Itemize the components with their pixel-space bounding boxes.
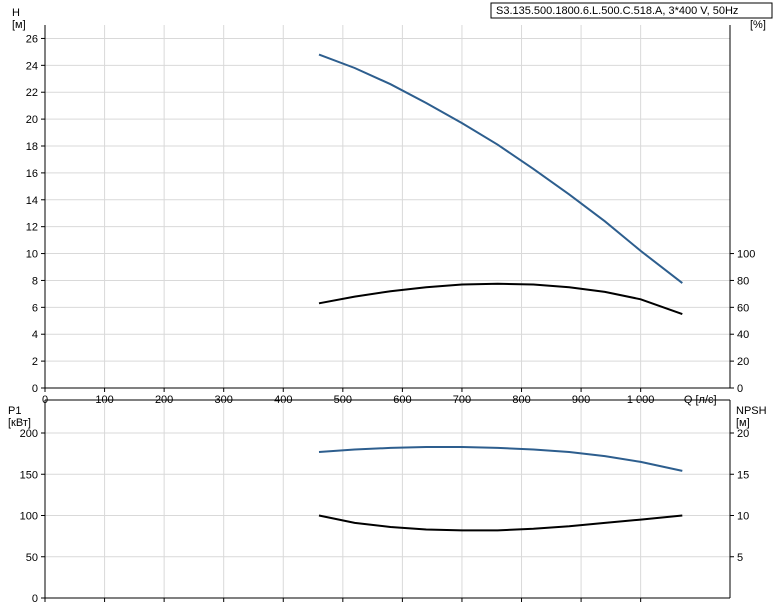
p1-tick: 50 [26, 552, 38, 564]
h-tick: 8 [32, 275, 38, 287]
eta-tick: 20 [737, 356, 749, 368]
eta-tick: 100 [737, 249, 755, 261]
p1-tick: 150 [20, 469, 38, 481]
npsh-axis-label: NPSH [736, 405, 767, 417]
eta-tick: 80 [737, 275, 749, 287]
pump-curve-chart: 0246810121416182022242602040608010001002… [0, 0, 774, 611]
h-tick: 2 [32, 356, 38, 368]
h-tick: 22 [26, 87, 38, 99]
eta-tick: 40 [737, 329, 749, 341]
p1-tick: 200 [20, 428, 38, 440]
eta-axis-label: [%] [750, 19, 766, 31]
h-tick: 10 [26, 249, 38, 261]
npsh-curve [319, 516, 682, 531]
npsh-tick: 20 [737, 428, 749, 440]
h-tick: 6 [32, 302, 38, 314]
npsh-tick: 10 [737, 511, 749, 523]
h-tick: 14 [26, 195, 38, 207]
h-tick: 24 [26, 60, 38, 72]
h-tick: 4 [32, 329, 38, 341]
p1-axis-label: P1 [8, 405, 21, 417]
h-tick: 16 [26, 168, 38, 180]
npsh-axis-label: [м] [736, 417, 750, 429]
p1-tick: 100 [20, 511, 38, 523]
h-tick: 20 [26, 114, 38, 126]
p1-curve [319, 447, 682, 471]
head-curve [319, 55, 682, 284]
h-tick: 26 [26, 33, 38, 45]
p1-tick: 0 [32, 593, 38, 605]
npsh-tick: 15 [737, 469, 749, 481]
h-tick: 18 [26, 141, 38, 153]
h-axis-label: H [12, 7, 20, 19]
eta-tick: 60 [737, 302, 749, 314]
npsh-tick: 5 [737, 552, 743, 564]
chart-svg: 0246810121416182022242602040608010001002… [0, 0, 774, 611]
h-axis-label: [м] [12, 19, 26, 31]
chart-title: S3.135.500.1800.6.L.500.C.518.A, 3*400 V… [496, 5, 738, 17]
h-tick: 12 [26, 222, 38, 234]
h-tick: 0 [32, 383, 38, 395]
p1-axis-label: [кВт] [8, 417, 31, 429]
eta-curve [319, 284, 682, 314]
eta-tick: 0 [737, 383, 743, 395]
